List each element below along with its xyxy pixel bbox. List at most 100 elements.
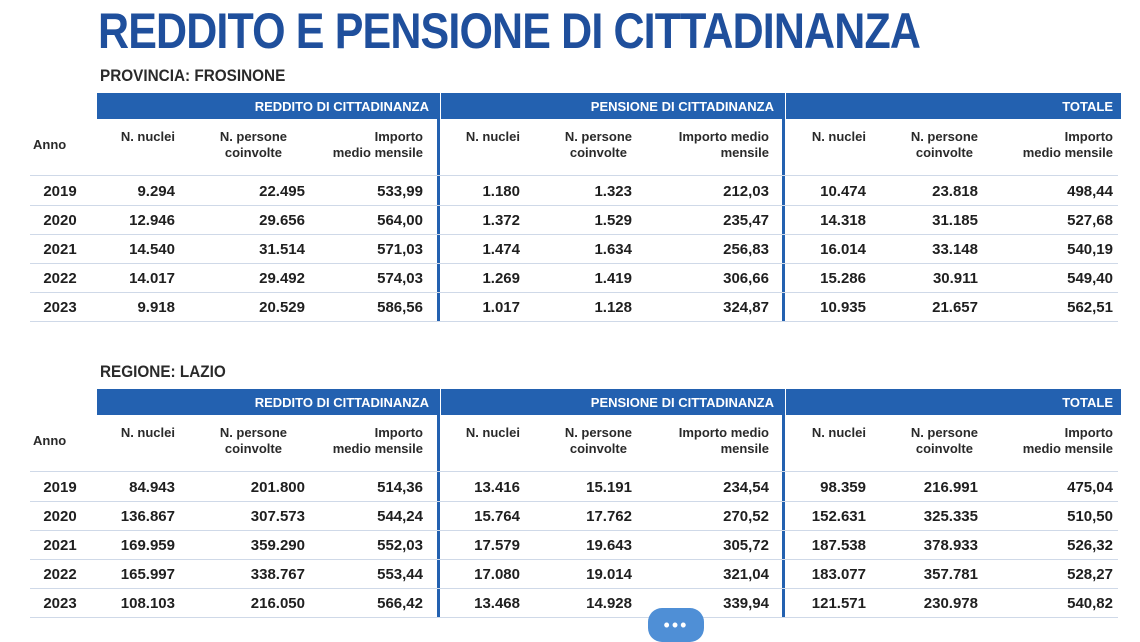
table-row: 2021 169.959 359.290 552,03 17.579 19.643 305,… (0, 531, 1140, 560)
page-title: REDDITO E PENSIONE DI CITTADINANZA (98, 3, 921, 59)
column-header: N. persone coinvolte (911, 425, 978, 457)
value-cell: 212,03 (723, 183, 769, 200)
section-label: PROVINCIA: FROSINONE (100, 66, 286, 85)
column-header: N. nuclei (121, 129, 175, 145)
value-cell: 1.128 (594, 299, 632, 316)
value-cell: 540,19 (1067, 241, 1113, 258)
value-cell: 19.014 (586, 566, 632, 583)
value-cell: 14.318 (820, 212, 866, 229)
column-header: N. nuclei (121, 425, 175, 441)
value-cell: 1.529 (594, 212, 632, 229)
value-cell: 305,72 (723, 537, 769, 554)
value-cell: 306,66 (723, 270, 769, 287)
group-separator (782, 389, 785, 618)
value-cell: 31.514 (259, 241, 305, 258)
table-row: 2022 14.017 29.492 574,03 1.269 1.419 306,66 15… (0, 264, 1140, 293)
value-cell: 230.978 (923, 595, 978, 612)
value-cell: 510,50 (1067, 508, 1113, 525)
value-cell: 553,44 (377, 566, 423, 583)
value-cell: 1.474 (482, 241, 520, 258)
column-header-line: N. persone (910, 129, 978, 144)
value-cell: 17.080 (474, 566, 520, 583)
column-header: N. persone coinvolte (220, 425, 287, 457)
value-cell: 29.492 (259, 270, 305, 287)
column-header-line: N. persone (910, 425, 978, 440)
value-cell: 121.571 (811, 595, 866, 612)
value-cell: 321,04 (723, 566, 769, 583)
value-cell: 13.468 (474, 595, 520, 612)
year-cell: 2019 (43, 183, 77, 200)
column-header-line: N. nuclei (811, 425, 866, 440)
column-header-line: medio mensile (1022, 441, 1113, 456)
table-row: 2023 9.918 20.529 586,56 1.017 1.128 324,87 10.… (0, 293, 1140, 322)
value-cell: 216.050 (250, 595, 305, 612)
value-cell: 566,42 (377, 595, 423, 612)
value-cell: 14.928 (586, 595, 632, 612)
value-cell: 234,54 (723, 479, 769, 496)
value-cell: 13.416 (474, 479, 520, 496)
column-header: N. persone coinvolte (565, 425, 632, 457)
section-label: REGIONE: LAZIO (100, 362, 226, 381)
group-separator (437, 389, 440, 618)
column-header: N. nuclei (812, 129, 866, 145)
value-cell: 235,47 (723, 212, 769, 229)
column-header: Importo medio mensile (333, 129, 423, 161)
chat-dots-icon[interactable]: ••• (648, 608, 704, 642)
value-cell: 528,27 (1067, 566, 1113, 583)
column-header: N. persone coinvolte (565, 129, 632, 161)
column-header-line: coinvolte (569, 145, 627, 160)
column-header-line: mensile (720, 441, 769, 456)
column-header: Importo medio mensile (679, 425, 769, 457)
year-cell: 2021 (43, 537, 77, 554)
column-header: Anno (33, 433, 66, 449)
value-cell: 256,83 (723, 241, 769, 258)
value-cell: 152.631 (811, 508, 866, 525)
value-cell: 14.540 (129, 241, 175, 258)
value-cell: 475,04 (1067, 479, 1113, 496)
column-header-line: N. persone (219, 129, 287, 144)
value-cell: 10.474 (820, 183, 866, 200)
year-cell: 2021 (43, 241, 77, 258)
value-cell: 1.017 (482, 299, 520, 316)
value-cell: 357.781 (923, 566, 978, 583)
column-header-line: N. persone (564, 425, 632, 440)
value-cell: 571,03 (377, 241, 423, 258)
value-cell: 270,52 (723, 508, 769, 525)
value-cell: 552,03 (377, 537, 423, 554)
column-header-line: medio mensile (1022, 145, 1113, 160)
year-cell: 2020 (43, 508, 77, 525)
year-cell: 2022 (43, 270, 77, 287)
column-header-line: N. nuclei (120, 129, 175, 144)
column-header-line: Importo (374, 425, 423, 440)
value-cell: 533,99 (377, 183, 423, 200)
column-header-line: Anno (33, 137, 67, 152)
value-cell: 30.911 (932, 270, 978, 287)
column-header-line: coinvolte (224, 145, 282, 160)
value-cell: 549,40 (1067, 270, 1113, 287)
column-header-line: N. persone (564, 129, 632, 144)
table-row: 2022 165.997 338.767 553,44 17.080 19.014 321,… (0, 560, 1140, 589)
year-cell: 2023 (43, 299, 77, 316)
value-cell: 17.762 (586, 508, 632, 525)
value-cell: 1.269 (482, 270, 520, 287)
column-header: N. nuclei (466, 425, 520, 441)
value-cell: 15.191 (586, 479, 632, 496)
group-separator (437, 93, 440, 322)
column-header-line: medio mensile (332, 145, 423, 160)
value-cell: 20.529 (259, 299, 305, 316)
value-cell: 15.286 (820, 270, 866, 287)
column-header-line: Importo (1064, 129, 1113, 144)
column-header: Anno (33, 137, 66, 153)
value-cell: 544,24 (377, 508, 423, 525)
year-cell: 2020 (43, 212, 77, 229)
value-cell: 33.148 (932, 241, 978, 258)
table-row: 2020 136.867 307.573 544,24 15.764 17.762 270,… (0, 502, 1140, 531)
column-header-line: N. nuclei (120, 425, 175, 440)
table-row: 2019 84.943 201.800 514,36 13.416 15.191 234,5… (0, 471, 1140, 502)
value-cell: 9.918 (137, 299, 175, 316)
band-pensione: PENSIONE DI CITTADINANZA (441, 93, 782, 119)
column-header: Importo medio mensile (679, 129, 769, 161)
column-header: N. nuclei (466, 129, 520, 145)
column-header-line: Importo (374, 129, 423, 144)
group-separator (782, 93, 785, 322)
